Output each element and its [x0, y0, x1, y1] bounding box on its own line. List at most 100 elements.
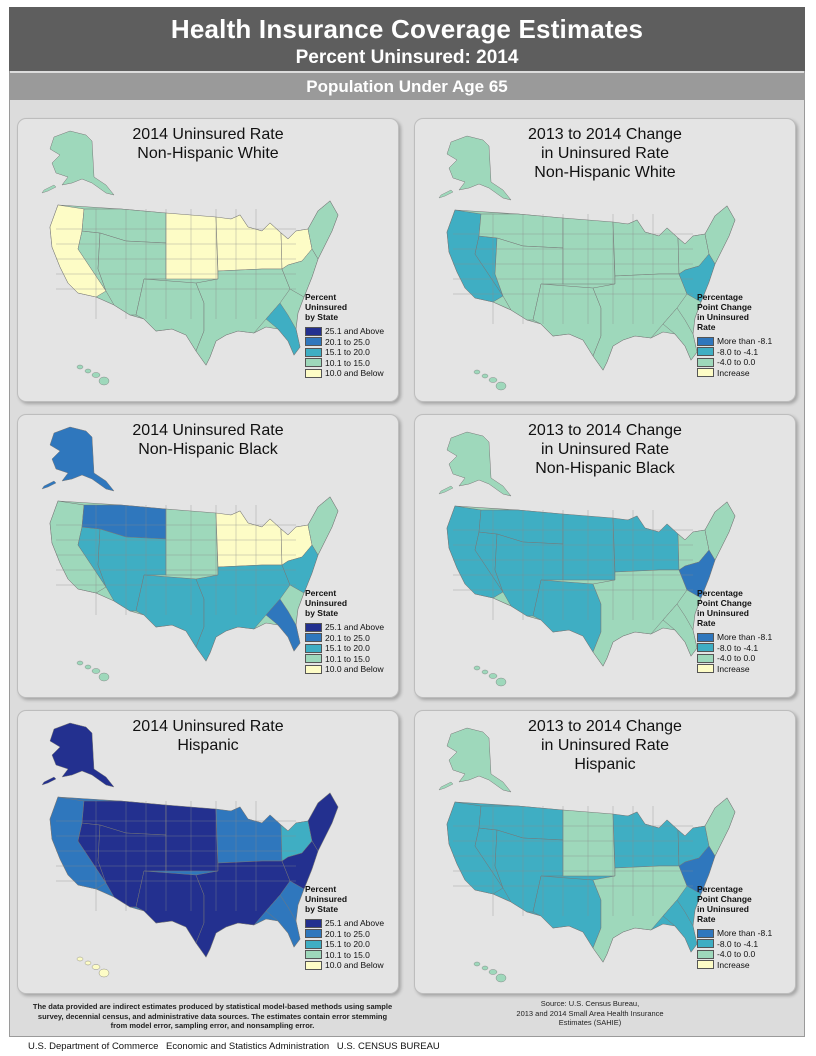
credit-administration: Economic and Statistics Administration: [166, 1041, 330, 1052]
methodology-footnote: The data provided are indirect estimates…: [32, 1002, 393, 1030]
region-florida: [265, 302, 301, 356]
legend-label: 25.1 and Above: [325, 918, 385, 929]
panel-title: 2013 to 2014 Change in Uninsured Rate Hisp…: [455, 717, 755, 774]
alaska-shape: [41, 426, 115, 492]
legend-title-line: Point Change: [697, 302, 752, 312]
legend-swatch: [305, 950, 322, 960]
legend-swatch: [305, 368, 322, 378]
region-midwest: [612, 219, 680, 277]
state-boundaries: [453, 806, 693, 916]
legend-item: -8.0 to -4.1: [697, 347, 787, 358]
panel-title-line: 2013 to 2014 Change: [528, 718, 682, 735]
population-banner: Population Under Age 65: [9, 73, 805, 100]
legend-swatch: [697, 368, 714, 378]
agency-credit: U.S. Department of Commerce Economic and…: [28, 1041, 445, 1052]
legend-label: More than -8.1: [717, 336, 773, 347]
legend-swatch: [697, 939, 714, 949]
hawaii-shape: [76, 956, 110, 978]
region-midwest: [612, 515, 680, 573]
region-florida: [265, 598, 301, 652]
legend-label: 20.1 to 25.0: [325, 632, 370, 643]
panel-title-line: 2014 Uninsured Rate: [132, 718, 284, 735]
region-florida: [265, 894, 301, 948]
legend-swatch: [305, 633, 322, 643]
legend-title-line: Uninsured: [305, 894, 348, 904]
header-bar: Health Insurance Coverage Estimates Perc…: [9, 7, 805, 71]
legend-title-line: in Uninsured: [697, 608, 749, 618]
page-title: Health Insurance Coverage Estimates: [170, 14, 644, 44]
map-panel-change-white: 2013 to 2014 Change in Uninsured Rate Non-…: [414, 118, 796, 402]
region-texas: [135, 574, 205, 648]
hawaii-shape: [473, 961, 507, 983]
legend-swatch: [305, 643, 322, 653]
region-texas: [135, 278, 205, 352]
legend-label: 10.1 to 15.0: [325, 653, 370, 664]
legend-label: -8.0 to -4.1: [717, 642, 759, 653]
legend-swatch: [305, 939, 322, 949]
legend-swatch: [697, 664, 714, 674]
legend-label: Increase: [717, 367, 750, 378]
source-note: Source: U.S. Census Bureau, 2013 and 201…: [470, 999, 710, 1028]
legend-item: 20.1 to 25.0: [305, 633, 395, 644]
panel-title-line: in Uninsured Rate: [540, 145, 670, 162]
legend-label: 15.1 to 20.0: [325, 347, 370, 358]
legend-item: 10.0 and Below: [305, 368, 395, 379]
legend-label: More than -8.1: [717, 928, 773, 939]
legend-label: 10.1 to 15.0: [325, 949, 370, 960]
region-midwest: [215, 510, 283, 568]
legend-title: Percent Uninsured by State: [305, 588, 395, 618]
region-appalachia: [678, 549, 716, 599]
panel-title-line: 2013 to 2014 Change: [528, 126, 682, 143]
panel-title-line: in Uninsured Rate: [540, 441, 670, 458]
state-boundaries: [56, 209, 296, 319]
map-panel-rate-white: 2014 Uninsured Rate Non-Hispanic White Per…: [17, 118, 399, 402]
legend-label: -8.0 to -4.1: [717, 938, 759, 949]
region-central-plains: [165, 804, 219, 872]
legend-title-line: Percentage: [697, 884, 743, 894]
panel-title-line: Non-Hispanic White: [137, 145, 279, 162]
panel-title-line: 2014 Uninsured Rate: [132, 422, 284, 439]
legend-label: 10.0 and Below: [325, 368, 384, 379]
region-midwest: [215, 806, 283, 864]
panel-title: 2014 Uninsured Rate Non-Hispanic Black: [58, 421, 358, 459]
region-appalachia: [281, 248, 319, 298]
legend-item: 20.1 to 25.0: [305, 929, 395, 940]
legend-swatch: [305, 918, 322, 928]
legend-swatch: [697, 928, 714, 938]
legend-swatch: [305, 337, 322, 347]
panel-title-line: in Uninsured Rate: [540, 737, 670, 754]
region-central-plains: [562, 809, 616, 877]
panel-title-line: Non-Hispanic Black: [138, 441, 278, 458]
panel-title-line: Non-Hispanic White: [534, 164, 676, 181]
legend-swatch: [305, 326, 322, 336]
state-boundaries: [453, 510, 693, 620]
legend-item: Increase: [697, 664, 787, 675]
source-line: 2013 and 2014 Small Area Health Insuranc…: [516, 1008, 664, 1018]
credit-bureau: U.S. CENSUS BUREAU: [336, 1041, 440, 1052]
legend-title: Percent Uninsured by State: [305, 884, 395, 914]
panel-title: 2014 Uninsured Rate Non-Hispanic White: [58, 125, 358, 163]
region-central-plains: [165, 212, 219, 280]
legend-swatch: [697, 643, 714, 653]
legend-title-line: Percentage: [697, 588, 743, 598]
legend-title-line: Percentage: [697, 292, 743, 302]
legend-label: 15.1 to 20.0: [325, 939, 370, 950]
legend-title-line: Rate: [697, 914, 716, 924]
legend-item: Increase: [697, 960, 787, 971]
panel-title-line: 2014 Uninsured Rate: [132, 126, 284, 143]
hawaii-shape: [76, 364, 110, 386]
legend-title: Percentage Point Change in Uninsured Rate: [697, 588, 787, 628]
source-line: Source: U.S. Census Bureau,: [540, 999, 640, 1008]
legend-item: More than -8.1: [697, 928, 787, 939]
legend-percent-uninsured: Percent Uninsured by State 25.1 and Above 20…: [305, 884, 395, 971]
legend-label: 25.1 and Above: [325, 622, 385, 633]
legend-percent-uninsured: Percent Uninsured by State 25.1 and Above 20…: [305, 292, 395, 379]
region-texas: [135, 870, 205, 944]
legend-title-line: by State: [305, 312, 339, 322]
state-boundaries: [56, 505, 296, 615]
alaska-shape: [438, 727, 512, 793]
legend-item: -8.0 to -4.1: [697, 939, 787, 950]
alaska-shape: [438, 431, 512, 497]
panel-title: 2013 to 2014 Change in Uninsured Rate Non-…: [455, 421, 755, 478]
legend-title: Percent Uninsured by State: [305, 292, 395, 322]
